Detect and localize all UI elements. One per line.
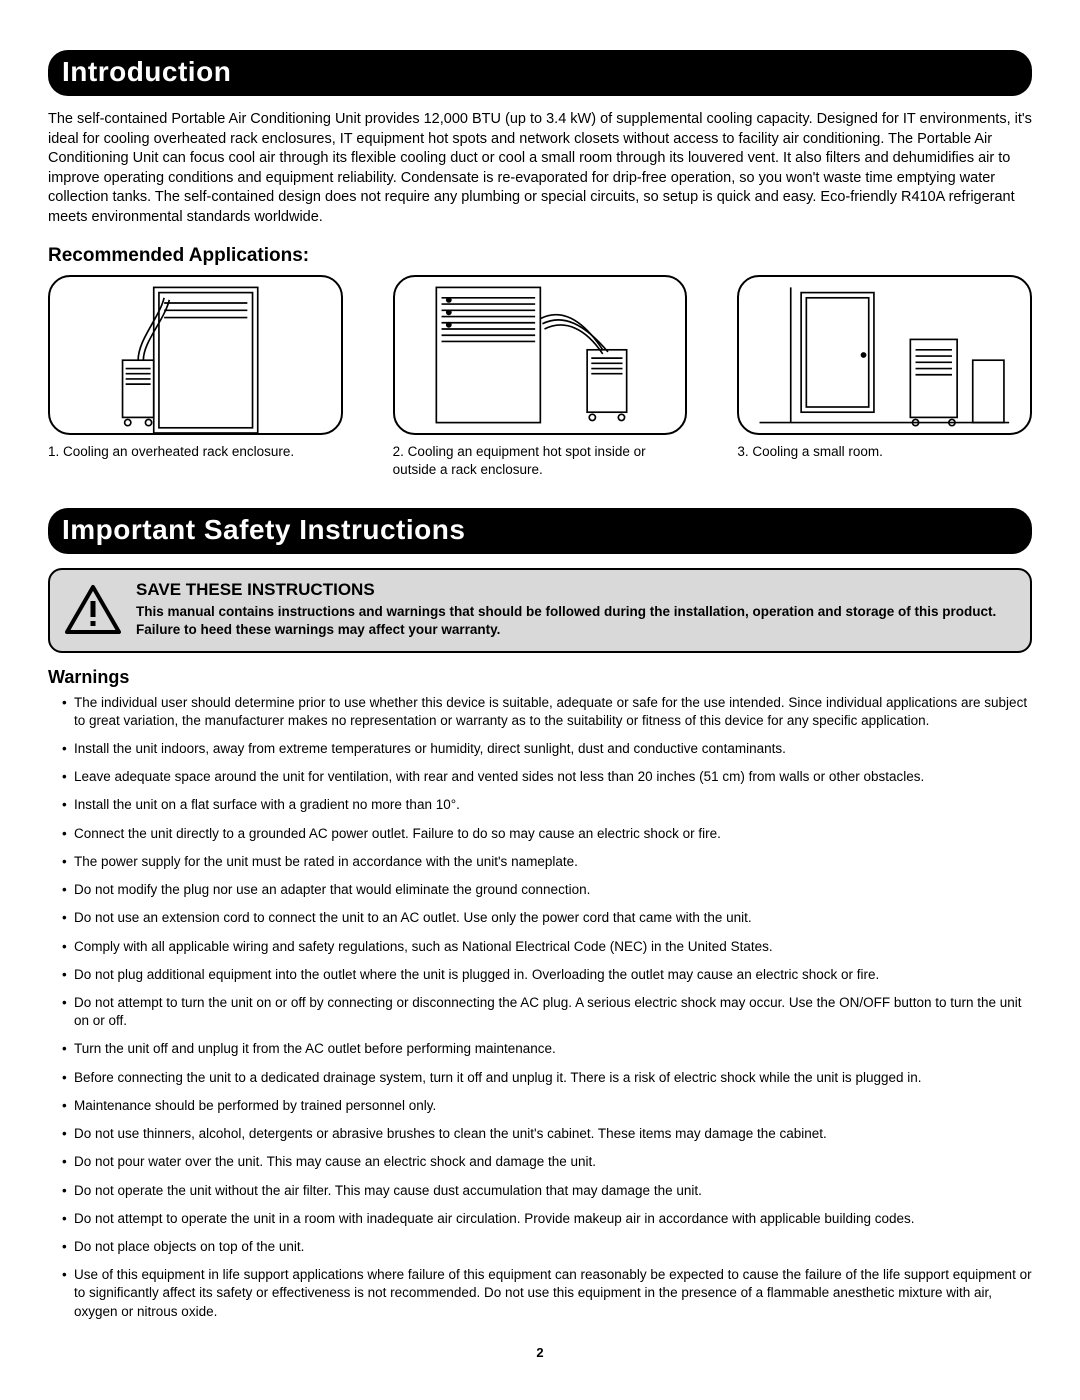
introduction-heading: Introduction bbox=[48, 50, 1032, 96]
save-instructions-title: SAVE THESE INSTRUCTIONS bbox=[136, 580, 1014, 600]
warning-triangle-icon bbox=[64, 580, 122, 638]
warnings-heading: Warnings bbox=[48, 667, 1032, 688]
warning-item: Maintenance should be performed by train… bbox=[62, 1097, 1032, 1115]
warning-item: Do not pour water over the unit. This ma… bbox=[62, 1153, 1032, 1171]
introduction-body: The self-contained Portable Air Conditio… bbox=[48, 110, 1032, 227]
save-instructions-box: SAVE THESE INSTRUCTIONS This manual cont… bbox=[48, 568, 1032, 652]
safety-heading: Important Safety Instructions bbox=[48, 508, 1032, 554]
warning-item: Do not attempt to turn the unit on or of… bbox=[62, 994, 1032, 1030]
warning-item: Do not use an extension cord to connect … bbox=[62, 909, 1032, 927]
warning-item: Turn the unit off and unplug it from the… bbox=[62, 1040, 1032, 1058]
warning-item: Connect the unit directly to a grounded … bbox=[62, 825, 1032, 843]
warning-item: Do not plug additional equipment into th… bbox=[62, 966, 1032, 984]
warnings-list: The individual user should determine pri… bbox=[48, 694, 1032, 1321]
warning-item: Leave adequate space around the unit for… bbox=[62, 768, 1032, 786]
application-1-caption: 1. Cooling an overheated rack enclosure. bbox=[48, 443, 343, 461]
warning-item: Do not attempt to operate the unit in a … bbox=[62, 1210, 1032, 1228]
warning-item: Do not place objects on top of the unit. bbox=[62, 1238, 1032, 1256]
warning-item: The individual user should determine pri… bbox=[62, 694, 1032, 730]
page-number: 2 bbox=[48, 1345, 1032, 1360]
warning-item: Comply with all applicable wiring and sa… bbox=[62, 938, 1032, 956]
illustration-hot-spot bbox=[393, 275, 688, 435]
warning-item: Install the unit indoors, away from extr… bbox=[62, 740, 1032, 758]
save-instructions-body: This manual contains instructions and wa… bbox=[136, 603, 1014, 638]
applications-row: 1. Cooling an overheated rack enclosure. bbox=[48, 275, 1032, 478]
warning-item: Do not use thinners, alcohol, detergents… bbox=[62, 1125, 1032, 1143]
applications-heading: Recommended Applications: bbox=[48, 245, 1032, 267]
warning-item: Before connecting the unit to a dedicate… bbox=[62, 1069, 1032, 1087]
application-2-caption: 2. Cooling an equipment hot spot inside … bbox=[393, 443, 688, 478]
warning-item: Do not modify the plug nor use an adapte… bbox=[62, 881, 1032, 899]
warning-item: Install the unit on a flat surface with … bbox=[62, 796, 1032, 814]
warning-item: Use of this equipment in life support ap… bbox=[62, 1266, 1032, 1321]
illustration-rack-enclosure bbox=[48, 275, 343, 435]
warning-item: The power supply for the unit must be ra… bbox=[62, 853, 1032, 871]
application-2: 2. Cooling an equipment hot spot inside … bbox=[393, 275, 688, 478]
warning-item: Do not operate the unit without the air … bbox=[62, 1182, 1032, 1200]
application-1: 1. Cooling an overheated rack enclosure. bbox=[48, 275, 343, 478]
application-3: 3. Cooling a small room. bbox=[737, 275, 1032, 478]
application-3-caption: 3. Cooling a small room. bbox=[737, 443, 1032, 461]
illustration-small-room bbox=[737, 275, 1032, 435]
